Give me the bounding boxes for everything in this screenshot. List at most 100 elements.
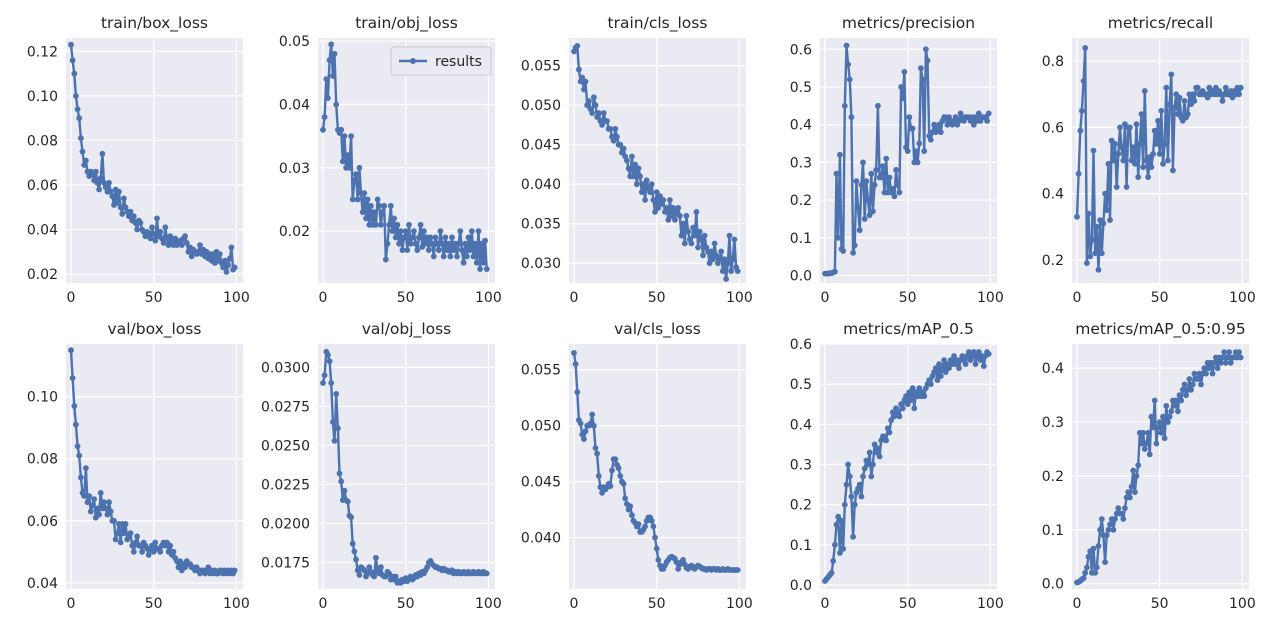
data-point: [102, 184, 109, 191]
data-point: [655, 557, 662, 563]
data-point: [620, 480, 627, 487]
data-point: [1198, 381, 1204, 388]
data-point: [421, 228, 427, 235]
data-point: [96, 186, 102, 193]
data-point: [78, 135, 84, 142]
data-point: [595, 473, 602, 479]
data-point: [440, 253, 447, 260]
data-point: [883, 437, 890, 444]
data-point: [351, 177, 358, 184]
data-point: [846, 473, 853, 480]
data-point: [841, 501, 848, 508]
data-point: [883, 155, 890, 162]
data-point: [896, 189, 903, 196]
x-tick-label: 100: [223, 290, 250, 306]
data-point: [188, 253, 195, 260]
data-point: [477, 266, 483, 272]
data-point: [640, 181, 647, 188]
data-point: [898, 84, 904, 90]
data-point: [338, 478, 345, 485]
data-point: [848, 114, 855, 121]
data-point: [134, 226, 141, 233]
plot-area: [569, 38, 746, 283]
data-point: [721, 256, 728, 263]
y-tick-label: 0.2: [790, 498, 812, 514]
data-point: [399, 247, 406, 254]
legend-label: results: [435, 54, 482, 70]
data-point: [595, 110, 602, 116]
x-tick-label: 50: [145, 290, 163, 306]
y-tick-label: 0.0: [790, 268, 812, 284]
data-point: [76, 452, 83, 459]
data-point: [731, 236, 738, 243]
data-point: [1236, 91, 1242, 98]
data-point: [154, 215, 160, 222]
data-point: [1160, 413, 1166, 420]
data-point: [650, 197, 657, 203]
data-point: [178, 242, 185, 249]
data-point: [1146, 451, 1153, 458]
data-point: [467, 247, 474, 254]
data-point: [1160, 160, 1166, 167]
panel-title: metrics/mAP_0.5: [843, 320, 974, 339]
data-point: [1236, 349, 1242, 355]
data-point: [384, 240, 391, 247]
y-tick-label: 0.055: [521, 363, 561, 379]
data-point: [1227, 359, 1234, 366]
data-point: [693, 209, 700, 215]
y-tick-label: 0.045: [521, 138, 561, 154]
data-point: [1122, 505, 1128, 512]
y-tick-label: 0.050: [521, 98, 561, 114]
data-point: [837, 550, 843, 556]
data-point: [480, 259, 487, 266]
data-point: [691, 232, 698, 239]
data-point: [459, 247, 465, 254]
data-point: [139, 548, 146, 555]
y-tick-label: 0.04: [279, 97, 310, 113]
data-point: [368, 202, 374, 209]
data-point: [1112, 141, 1118, 147]
data-point: [1183, 392, 1189, 399]
data-point: [430, 253, 437, 260]
data-point: [984, 118, 990, 124]
data-point: [716, 256, 723, 263]
data-point: [1105, 526, 1112, 533]
data-point: [972, 361, 979, 367]
data-point: [373, 221, 379, 228]
data-point: [620, 145, 627, 152]
data-point: [424, 564, 431, 571]
data-point: [865, 461, 871, 468]
data-point: [899, 405, 906, 412]
data-point: [1130, 144, 1137, 151]
data-point: [127, 530, 134, 537]
data-point: [81, 162, 88, 168]
y-tick-label: 0.10: [27, 390, 58, 406]
data-point: [625, 165, 632, 172]
data-point: [866, 449, 873, 456]
data-point: [841, 102, 848, 109]
data-point: [321, 114, 328, 120]
y-tick-label: 0.3: [790, 155, 812, 171]
data-point: [843, 42, 850, 49]
data-point: [980, 363, 987, 369]
data-point: [1084, 564, 1090, 571]
data-point: [170, 548, 177, 555]
data-point: [612, 456, 619, 463]
data-point: [74, 106, 81, 113]
panel-title: metrics/recall: [1108, 14, 1213, 32]
data-point: [1153, 440, 1160, 447]
data-point: [167, 542, 174, 549]
data-point: [851, 242, 858, 249]
data-point: [832, 541, 838, 548]
data-point: [880, 163, 886, 170]
data-point: [97, 490, 104, 496]
data-point: [594, 450, 600, 457]
x-tick-label: 0: [1073, 596, 1082, 612]
data-point: [414, 247, 421, 254]
data-point: [632, 161, 639, 168]
data-point: [875, 102, 881, 109]
data-point: [119, 211, 126, 217]
data-point: [1224, 354, 1231, 361]
data-point: [871, 441, 878, 448]
y-tick-label: 0.3: [790, 457, 812, 473]
